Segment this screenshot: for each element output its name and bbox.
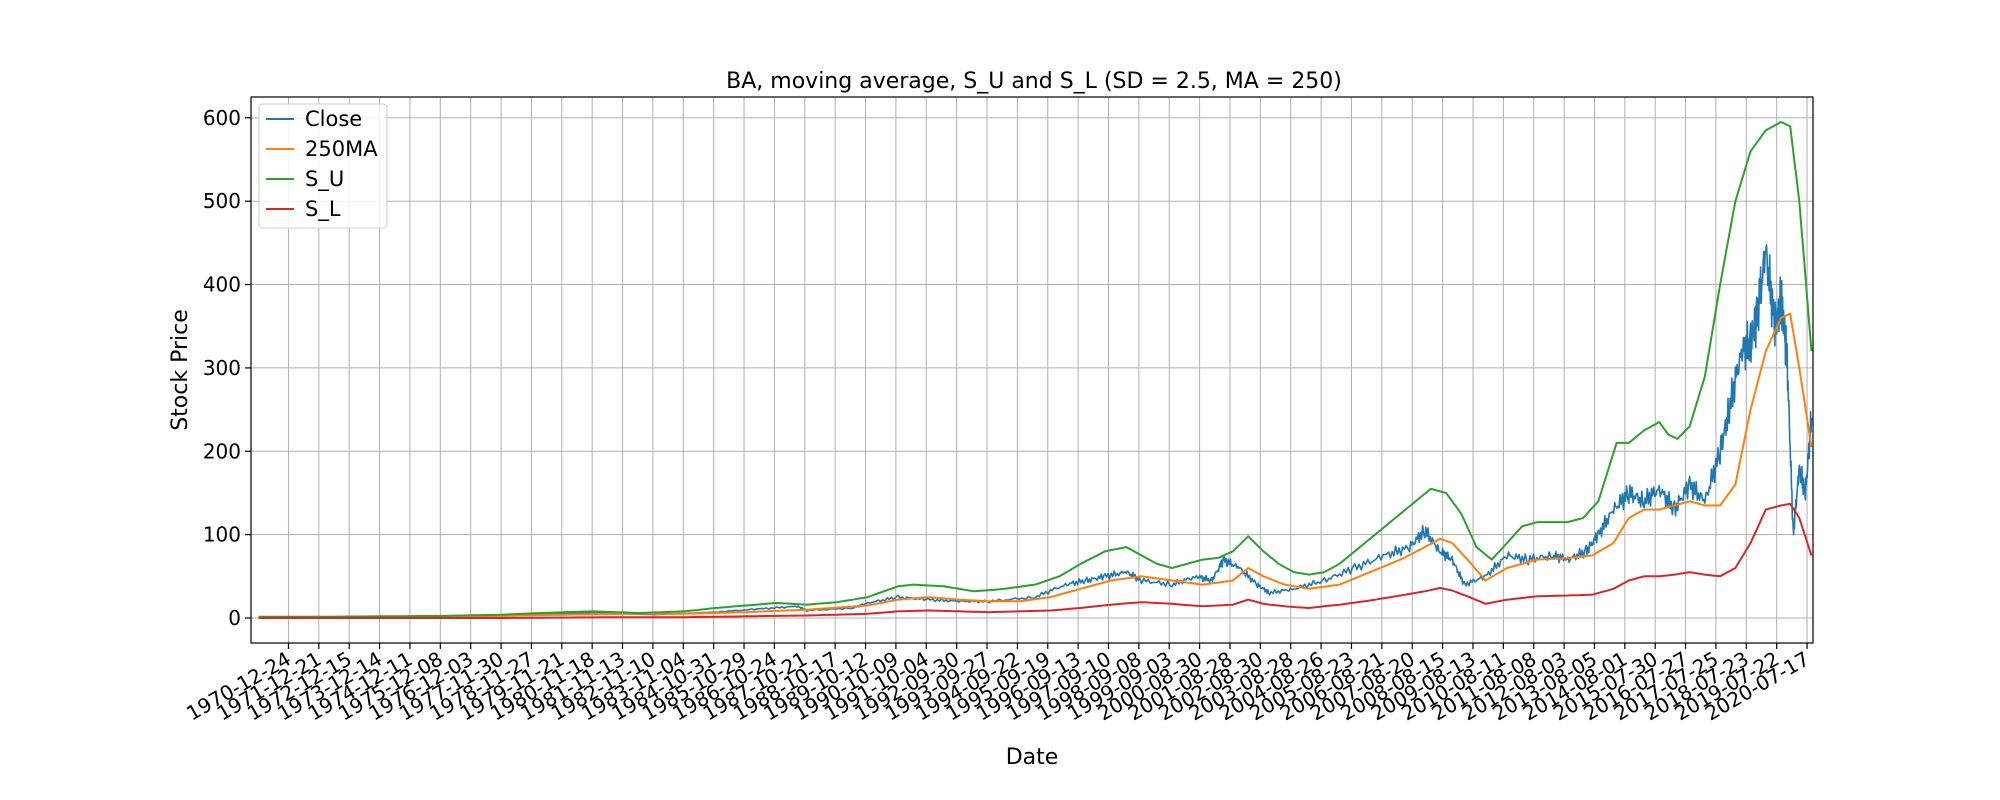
y-tick-label: 200	[203, 439, 241, 463]
y-tick-label: 400	[203, 273, 241, 297]
series-line-s_u	[258, 121, 1813, 618]
plot-area-frame	[250, 96, 1814, 644]
legend: Close 250MA S_U S_L	[258, 103, 388, 229]
legend-label-s_u: S_U	[305, 167, 344, 192]
y-tick-label: 0	[228, 606, 241, 630]
legend-label-s_l: S_L	[305, 197, 341, 222]
legend-label-close: Close	[305, 107, 362, 131]
y-axis-title: Stock Price	[168, 309, 193, 431]
legend-label-250ma: 250MA	[305, 137, 378, 161]
y-tick-label: 300	[203, 356, 241, 380]
chart-title: BA, moving average, S_U and S_L (SD = 2.…	[726, 69, 1342, 94]
y-tick-label: 100	[203, 523, 241, 547]
series-line-s_l	[258, 502, 1813, 619]
x-axis-title: Date	[1006, 745, 1059, 770]
series-line-250ma	[258, 312, 1813, 619]
series-layer	[258, 121, 1813, 619]
axis-layer: 01002003004005006001970-12-241971-12-211…	[182, 106, 1813, 726]
y-tick-label: 500	[203, 189, 241, 213]
legend-box	[258, 103, 388, 229]
y-tick-label: 600	[203, 106, 241, 130]
